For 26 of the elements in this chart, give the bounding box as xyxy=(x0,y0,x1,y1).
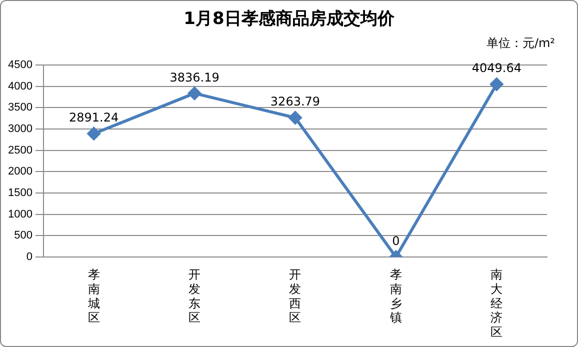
y-tick-label: 3000 xyxy=(8,123,32,136)
point xyxy=(87,127,100,140)
y-tick-label: 0 xyxy=(26,251,32,264)
data-label: 2891.24 xyxy=(69,110,119,125)
x-tick-label: 孝南城区 xyxy=(86,268,100,325)
x-tick-label: 南大经济区 xyxy=(490,268,503,340)
point xyxy=(288,111,302,124)
data-label: 3263.79 xyxy=(270,94,320,109)
y-tick-label: 500 xyxy=(14,230,32,242)
y-tick-label: 3500 xyxy=(8,102,32,114)
data-label: 4049.64 xyxy=(472,61,522,76)
y-tick-label: 4500 xyxy=(8,59,32,72)
y-tick-label: 4000 xyxy=(8,80,32,92)
y-tick-label: 1000 xyxy=(8,208,32,220)
point xyxy=(490,78,504,91)
x-tick-label: 开发东区 xyxy=(188,268,201,325)
data-label: 0 xyxy=(392,234,400,248)
x-tick-label: 孝南乡镇 xyxy=(388,268,402,325)
point xyxy=(188,86,202,100)
data-label: 3836.19 xyxy=(170,70,220,84)
y-tick-label: 1500 xyxy=(8,187,32,200)
y-tick-label: 2500 xyxy=(8,144,32,156)
chart-title: 1月8日孝感商品房成交均价 xyxy=(182,8,396,30)
y-tick-label: 2000 xyxy=(8,166,32,178)
text: 单位：元/m² xyxy=(486,35,555,52)
x-tick-label: 开发西区 xyxy=(289,268,302,325)
